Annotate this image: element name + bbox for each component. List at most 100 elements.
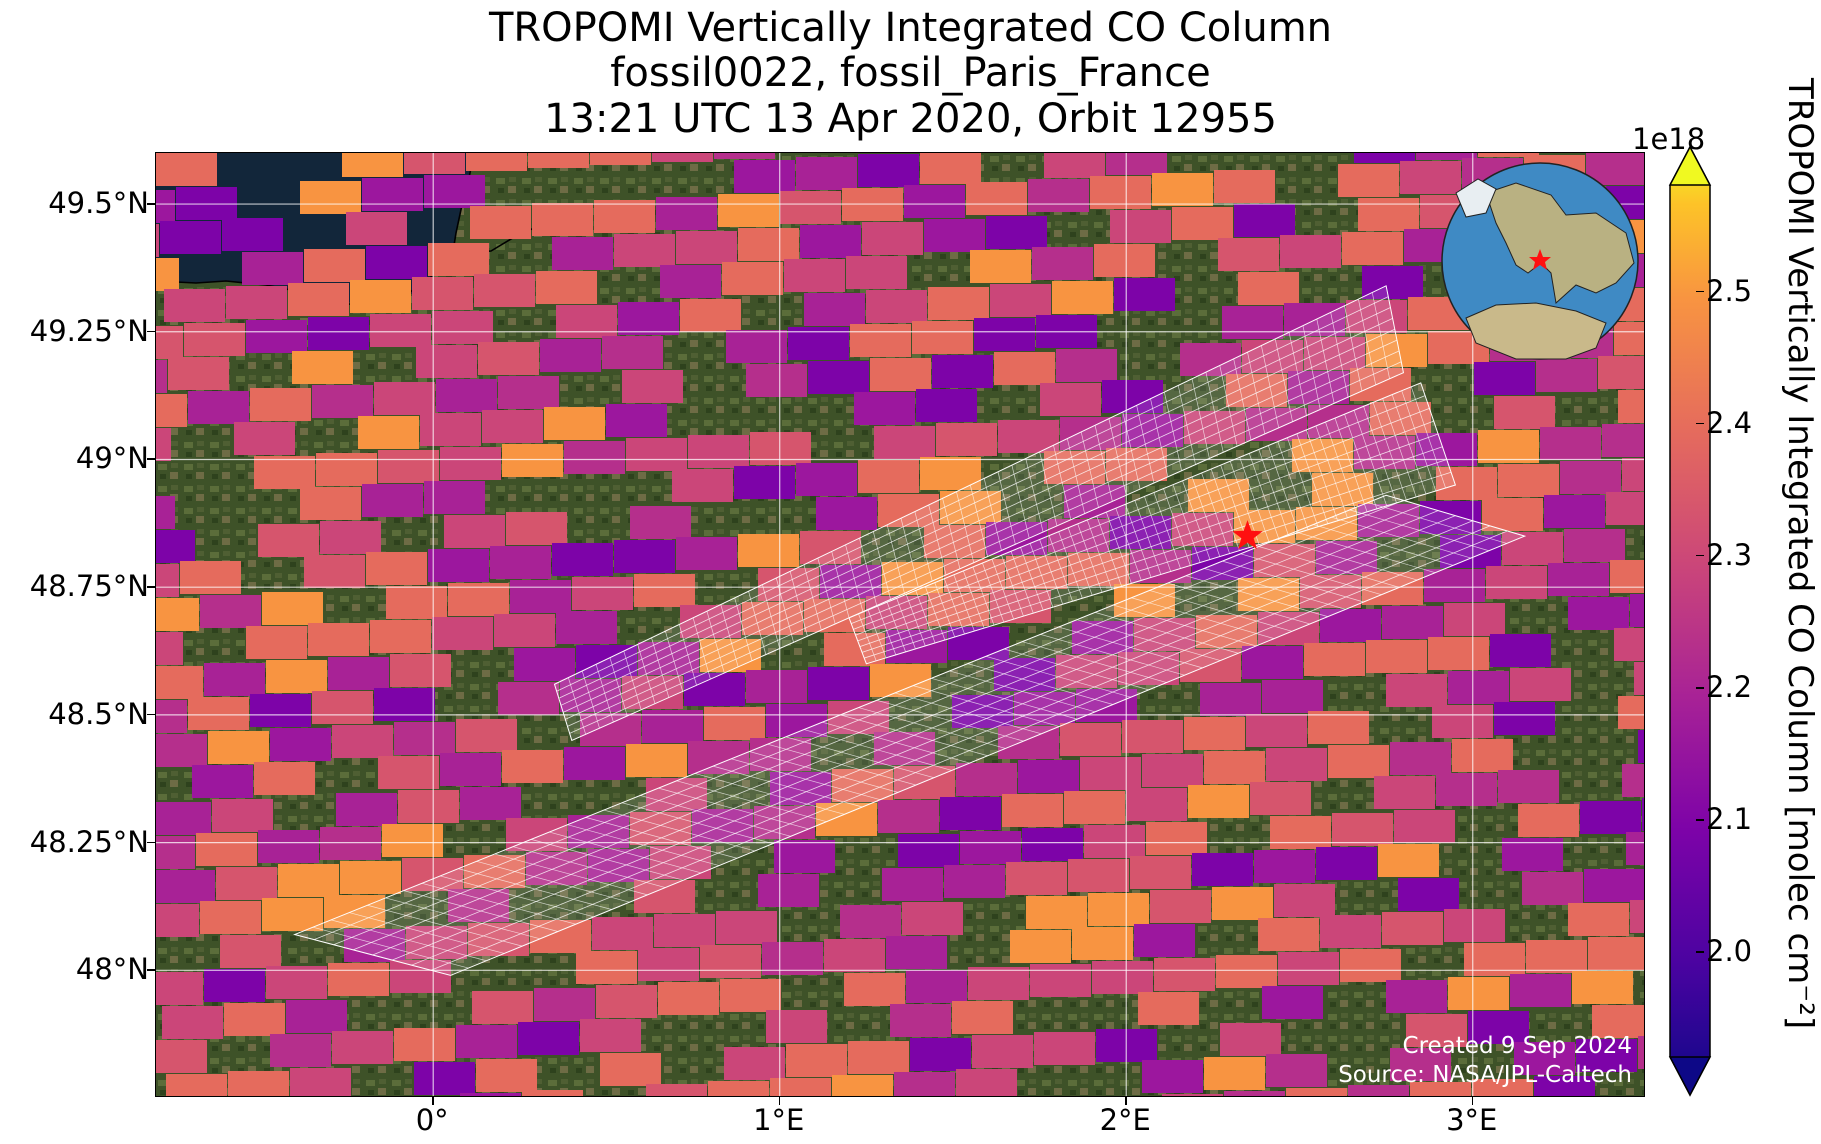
co-pixel (1154, 958, 1215, 991)
co-pixel (1146, 822, 1207, 855)
co-pixel (394, 722, 455, 755)
footprint-column (859, 538, 878, 606)
co-pixel (622, 370, 683, 403)
co-pixel (652, 153, 713, 162)
footprint-column (1277, 441, 1309, 530)
co-pixel (1448, 671, 1509, 704)
footprint-column (803, 729, 952, 771)
footprint-column (712, 765, 863, 808)
lat-tick-label: 49°N (75, 441, 149, 476)
co-pixel (1028, 179, 1089, 212)
co-pixel (320, 521, 381, 554)
co-pixel (932, 355, 993, 388)
footprint-column (1039, 539, 1064, 605)
footprint-column (1353, 410, 1388, 506)
footprint-column (749, 751, 899, 793)
co-pixel (362, 484, 423, 517)
co-pixel (358, 416, 419, 449)
co-pixel (956, 1069, 1017, 1096)
footprint-column (1167, 582, 1310, 625)
co-pixel (1222, 306, 1283, 339)
co-pixel (342, 153, 403, 177)
co-pixel (1118, 652, 1179, 685)
footprint-column (421, 882, 576, 925)
footprint-column (1040, 634, 1185, 676)
co-pixel (1142, 754, 1203, 787)
footprint-column (1177, 385, 1196, 465)
footprint-column (900, 518, 919, 588)
co-pixel (228, 1071, 289, 1096)
footprint-column (1086, 519, 1113, 590)
co-pixel (1080, 757, 1141, 790)
footprint-column (1382, 398, 1417, 498)
co-pixel (476, 1059, 537, 1092)
co-pixel (870, 664, 931, 697)
co-pixel (1498, 464, 1559, 497)
co-pixel (250, 694, 311, 727)
co-pixel (1618, 696, 1644, 729)
co-pixel (600, 1053, 661, 1086)
co-pixel (1598, 356, 1644, 389)
footprint-column (692, 617, 711, 680)
co-pixel (316, 453, 377, 486)
footprint-column (1334, 417, 1368, 512)
colorbar-tick-label: 2.5 (1706, 273, 1753, 308)
footprint-column (1039, 451, 1058, 526)
chart-title-line-2: fossil0022, fossil_Paris_France (610, 50, 1211, 96)
co-pixel (714, 153, 775, 159)
co-pixel (262, 592, 323, 625)
co-pixel (366, 552, 427, 585)
co-pixel (1340, 949, 1401, 982)
co-pixel (1518, 804, 1579, 837)
footprint-column (1025, 458, 1044, 533)
co-pixel (1490, 634, 1551, 667)
footprint-column (676, 780, 827, 822)
footprint-column (822, 721, 970, 764)
co-pixel (156, 258, 179, 291)
co-pixel (212, 799, 273, 832)
co-pixel (1284, 303, 1345, 336)
co-pixel (874, 732, 935, 765)
co-pixel (576, 951, 637, 984)
co-pixel (1602, 424, 1644, 457)
co-pixel (1052, 281, 1113, 314)
co-pixel (180, 561, 241, 594)
co-pixel (784, 259, 845, 292)
co-pixel (156, 224, 159, 257)
co-pixel (220, 935, 281, 968)
co-pixel (1134, 924, 1195, 957)
co-pixel (986, 216, 1047, 249)
co-pixel (390, 960, 451, 993)
co-pixel (1072, 621, 1133, 654)
co-pixel (528, 153, 589, 168)
colorbar-tick-mark (1696, 422, 1704, 425)
map-canvas[interactable]: Created 9 Sep 2024 Source: NASA/JPL-Calt… (156, 153, 1645, 1097)
colorbar-tick-label: 2.4 (1706, 405, 1753, 440)
co-pixel (1134, 618, 1195, 651)
co-pixel (1152, 173, 1213, 206)
co-pixel (804, 293, 865, 326)
co-pixel (1366, 640, 1427, 673)
co-pixel (370, 620, 431, 653)
co-pixel (156, 496, 175, 529)
co-pixel (1540, 427, 1601, 460)
footprint-column (817, 557, 836, 625)
co-pixel (1534, 1076, 1595, 1096)
co-pixel (816, 803, 877, 836)
co-pixel (1498, 770, 1559, 803)
footprint-column (767, 743, 917, 786)
co-pixel (414, 1062, 475, 1095)
footprint-column (1182, 480, 1211, 560)
inset-globe[interactable] (1441, 162, 1639, 360)
co-pixel (432, 617, 493, 650)
co-pixel (770, 1078, 831, 1096)
co-pixel (266, 660, 327, 693)
co-pixel (1188, 479, 1249, 512)
map-panel[interactable]: Created 9 Sep 2024 Source: NASA/JPL-Calt… (155, 152, 1645, 1097)
co-pixel (1084, 825, 1145, 858)
paris-target-star[interactable] (1232, 520, 1263, 550)
co-pixel (1390, 1048, 1451, 1081)
footprint-column (706, 611, 725, 674)
co-pixel (432, 311, 493, 344)
co-pixel (1110, 210, 1171, 243)
